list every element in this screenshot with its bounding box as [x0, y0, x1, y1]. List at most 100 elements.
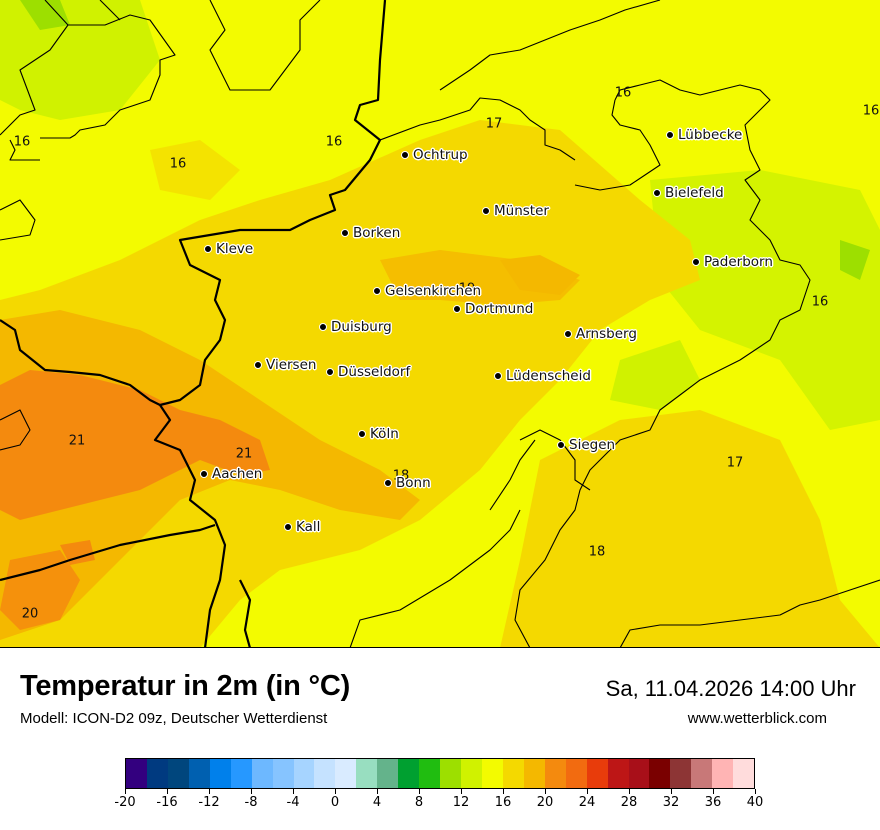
legend-color-swatch — [230, 759, 252, 788]
legend-color-swatch — [523, 759, 545, 788]
city-name: Viersen — [266, 357, 317, 373]
city-marker: Duisburg — [319, 319, 392, 335]
isotherm-label: 21 — [235, 446, 253, 462]
city-marker: Bielefeld — [653, 185, 724, 201]
city-name: Lübbecke — [678, 127, 743, 143]
city-marker: Siegen — [557, 437, 615, 453]
city-marker: Paderborn — [692, 254, 773, 270]
legend-tick-mark — [334, 789, 336, 794]
city-dot-icon — [692, 258, 700, 266]
city-name: Lüdenscheid — [506, 368, 591, 384]
city-marker: Ochtrup — [401, 147, 468, 163]
temperature-map: 16 16 16 17 16 16 19 16 21 21 17 18 18 20 Ochtrup Lübb… — [0, 0, 880, 648]
city-name: Paderborn — [704, 254, 773, 270]
legend-tick-mark — [544, 789, 546, 794]
legend-color-swatch — [481, 759, 503, 788]
legend-tick-mark — [628, 789, 630, 794]
legend-color-swatch — [126, 759, 147, 788]
city-marker: Düsseldorf — [326, 364, 410, 380]
legend-tick-label: 40 — [746, 795, 764, 810]
legend-color-swatch — [209, 759, 231, 788]
city-dot-icon — [494, 372, 502, 380]
city-dot-icon — [358, 430, 366, 438]
city-dot-icon — [564, 330, 572, 338]
city-name: Bonn — [396, 475, 431, 491]
city-dot-icon — [341, 229, 349, 237]
legend-color-swatch — [335, 759, 357, 788]
city-marker: Münster — [482, 203, 549, 219]
city-marker: Arnsberg — [564, 326, 637, 342]
legend-color-swatch — [544, 759, 566, 788]
city-name: Arnsberg — [576, 326, 637, 342]
city-name: Gelsenkirchen — [385, 283, 482, 299]
isotherm-label: 18 — [588, 544, 606, 560]
legend-tick-mark — [586, 789, 588, 794]
city-dot-icon — [204, 245, 212, 253]
city-name: Kall — [296, 519, 321, 535]
legend-color-swatch — [461, 759, 482, 788]
model-source: Modell: ICON-D2 09z, Deutscher Wetterdie… — [20, 710, 328, 727]
city-name: Münster — [494, 203, 549, 219]
legend-tick-label: 24 — [578, 795, 596, 810]
legend-color-swatch — [272, 759, 294, 788]
city-dot-icon — [653, 189, 661, 197]
legend-tick-mark — [124, 789, 126, 794]
city-dot-icon — [482, 207, 490, 215]
city-marker: Köln — [358, 426, 399, 442]
city-dot-icon — [401, 151, 409, 159]
city-marker: Gelsenkirchen — [373, 283, 481, 299]
legend-tick-label: -8 — [244, 795, 258, 810]
legend-tick-mark — [376, 789, 378, 794]
legend-tick-label: -4 — [286, 795, 300, 810]
city-name: Borken — [353, 225, 401, 241]
legend-tick-mark — [166, 789, 168, 794]
city-dot-icon — [254, 361, 262, 369]
isotherm-label: 19 — [458, 281, 476, 297]
legend-color-swatch — [502, 759, 524, 788]
legend-color-swatch — [377, 759, 399, 788]
isotherm-label: 16 — [325, 134, 343, 150]
legend-tick-mark — [250, 789, 252, 794]
isotherm-label: 16 — [862, 103, 880, 119]
legend-color-swatch — [251, 759, 273, 788]
legend-tick-label: 20 — [536, 795, 554, 810]
city-dot-icon — [326, 368, 334, 376]
legend-tick-label: 12 — [452, 795, 470, 810]
legend-color-swatch — [565, 759, 587, 788]
legend-color-swatch — [146, 759, 168, 788]
chart-title: Temperatur in 2m (in °C) — [20, 670, 351, 702]
color-legend-bar — [125, 758, 755, 789]
legend-tick-label: -16 — [156, 795, 178, 810]
city-dot-icon — [666, 131, 674, 139]
legend-color-swatch — [628, 759, 650, 788]
city-name: Kleve — [216, 241, 254, 257]
city-marker: Viersen — [254, 357, 316, 373]
legend-color-swatch — [607, 759, 629, 788]
website-link[interactable]: www.wetterblick.com — [687, 710, 827, 727]
isotherm-label: 16 — [13, 134, 31, 150]
isotherm-label: 16 — [614, 85, 632, 101]
legend-tick-label: -12 — [198, 795, 220, 810]
legend-color-swatch — [670, 759, 692, 788]
legend-tick-mark — [712, 789, 714, 794]
isotherm-label: 17 — [485, 116, 503, 132]
legend-tick-label: 4 — [372, 795, 382, 810]
legend-color-swatch — [733, 759, 755, 788]
city-marker: Kall — [284, 519, 320, 535]
legend-tick-label: -20 — [114, 795, 136, 810]
city-name: Siegen — [569, 437, 616, 453]
city-name: Ochtrup — [413, 147, 468, 163]
city-name: Dortmund — [465, 301, 534, 317]
isotherm-label: 16 — [811, 294, 829, 310]
color-legend-ticks: -20 -16 -12 -8 -4 0 4 8 12 16 20 24 28 32 36 40 — [114, 789, 763, 819]
legend-color-swatch — [440, 759, 461, 788]
legend-color-swatch — [293, 759, 315, 788]
city-marker: Lübbecke — [666, 127, 742, 143]
legend-color-swatch — [356, 759, 378, 788]
legend-tick-label: 28 — [620, 795, 638, 810]
city-name: Bielefeld — [665, 185, 724, 201]
city-dot-icon — [284, 523, 292, 531]
city-marker: Kleve — [204, 241, 253, 257]
country-borders — [0, 0, 387, 647]
legend-tick-mark — [208, 789, 210, 794]
